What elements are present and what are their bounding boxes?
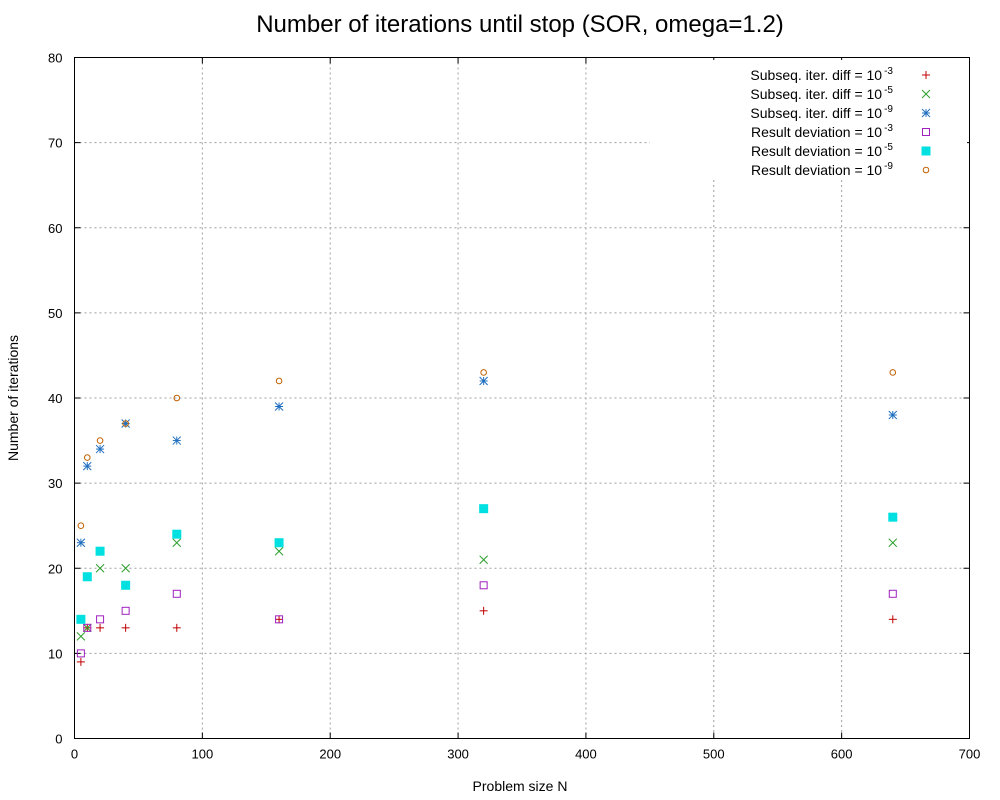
data-point bbox=[275, 615, 284, 624]
data-point bbox=[172, 623, 181, 632]
x-tick-label: 500 bbox=[703, 747, 725, 762]
series-3 bbox=[76, 376, 898, 548]
data-point bbox=[479, 606, 488, 615]
legend-background bbox=[710, 60, 967, 180]
legend-item: Result deviation = 10 -3 bbox=[751, 123, 930, 140]
y-tick-label: 20 bbox=[48, 561, 62, 576]
data-point bbox=[172, 589, 181, 598]
data-point bbox=[275, 377, 283, 385]
legend-item: Subseq. iter. diff = 10 -3 bbox=[750, 66, 930, 83]
data-point bbox=[172, 529, 182, 539]
data-point bbox=[96, 623, 105, 632]
data-point bbox=[95, 444, 105, 454]
data-point bbox=[82, 572, 92, 582]
legend-label: Subseq. iter. diff = 10 -9 bbox=[750, 104, 893, 121]
data-point bbox=[121, 606, 130, 615]
legend-label: Subseq. iter. diff = 10 -5 bbox=[750, 85, 893, 102]
data-point bbox=[479, 504, 489, 514]
legend-label: Result deviation = 10 -3 bbox=[751, 123, 893, 140]
data-point bbox=[888, 589, 897, 598]
legend-marker bbox=[922, 166, 930, 174]
y-axis-title: Number of iterations bbox=[5, 335, 21, 461]
legend-marker bbox=[921, 89, 931, 99]
data-point bbox=[172, 436, 182, 445]
data-point bbox=[76, 649, 85, 658]
data-point bbox=[889, 369, 897, 376]
data-point bbox=[888, 615, 897, 624]
data-point bbox=[888, 410, 898, 420]
data-point bbox=[83, 454, 91, 461]
data-point bbox=[83, 623, 92, 632]
data-point bbox=[82, 623, 92, 633]
data-point bbox=[479, 376, 488, 386]
data-point bbox=[274, 402, 284, 411]
y-tick-label: 50 bbox=[48, 306, 62, 321]
x-tick-label: 200 bbox=[319, 747, 341, 762]
legend-label: Result deviation = 10 -9 bbox=[751, 161, 893, 178]
data-point bbox=[274, 546, 284, 556]
data-point bbox=[888, 538, 898, 548]
legend-label: Result deviation = 10 -5 bbox=[751, 142, 893, 159]
legend-item: Subseq. iter. diff = 10 -9 bbox=[750, 104, 931, 121]
data-point bbox=[76, 538, 86, 548]
data-point bbox=[95, 563, 105, 573]
series-4 bbox=[76, 581, 897, 658]
data-point bbox=[96, 437, 104, 444]
y-tick-label: 30 bbox=[48, 476, 62, 491]
data-point bbox=[121, 580, 131, 590]
data-point bbox=[172, 538, 182, 548]
x-tick-label: 400 bbox=[575, 747, 597, 762]
legend-marker bbox=[922, 128, 930, 136]
legend-marker bbox=[922, 71, 930, 79]
y-tick-label: 80 bbox=[48, 51, 62, 66]
data-point bbox=[96, 615, 105, 624]
x-axis-title: Problem size N bbox=[473, 778, 568, 794]
y-tick-label: 0 bbox=[55, 732, 62, 747]
x-tick-label: 600 bbox=[831, 747, 853, 762]
data-point bbox=[275, 615, 284, 624]
legend-marker bbox=[921, 108, 931, 118]
series-6 bbox=[77, 369, 897, 529]
legend: Subseq. iter. diff = 10 -3 Subseq. iter. d… bbox=[710, 60, 967, 180]
series-1 bbox=[76, 606, 897, 666]
data-point bbox=[122, 420, 129, 427]
x-tick-label: 700 bbox=[959, 747, 981, 762]
data-point bbox=[77, 522, 85, 529]
data-point bbox=[479, 581, 488, 590]
y-tick-label: 60 bbox=[48, 221, 62, 236]
legend-item: Result deviation = 10 -5 bbox=[751, 142, 931, 159]
data-point bbox=[173, 394, 181, 402]
data-point bbox=[82, 461, 92, 471]
data-point bbox=[274, 538, 284, 548]
series-2 bbox=[76, 538, 898, 641]
data-point bbox=[76, 631, 86, 641]
legend-marker bbox=[921, 146, 931, 156]
x-tick-label: 300 bbox=[447, 747, 469, 762]
data-point bbox=[95, 546, 105, 556]
x-tick-label: 100 bbox=[192, 747, 214, 762]
x-tick-label: 0 bbox=[71, 747, 78, 762]
data-point bbox=[76, 657, 85, 666]
legend-item: Subseq. iter. diff = 10 -5 bbox=[750, 85, 931, 102]
plot-frame bbox=[74, 57, 970, 739]
series-5 bbox=[76, 504, 898, 624]
grid-lines bbox=[74, 57, 970, 739]
y-tick-label: 40 bbox=[48, 391, 62, 406]
data-point bbox=[480, 369, 487, 376]
chart-title: Number of iterations until stop (SOR, om… bbox=[256, 11, 784, 38]
data-points bbox=[76, 369, 898, 666]
data-point bbox=[121, 563, 130, 573]
y-tick-label: 70 bbox=[48, 136, 62, 151]
data-point bbox=[479, 555, 488, 565]
data-point bbox=[888, 512, 898, 522]
y-tick-label: 10 bbox=[48, 646, 62, 661]
legend-label: Subseq. iter. diff = 10 -3 bbox=[750, 66, 893, 83]
legend-item: Result deviation = 10 -9 bbox=[751, 161, 930, 178]
data-point bbox=[121, 623, 130, 632]
data-point bbox=[76, 614, 86, 624]
